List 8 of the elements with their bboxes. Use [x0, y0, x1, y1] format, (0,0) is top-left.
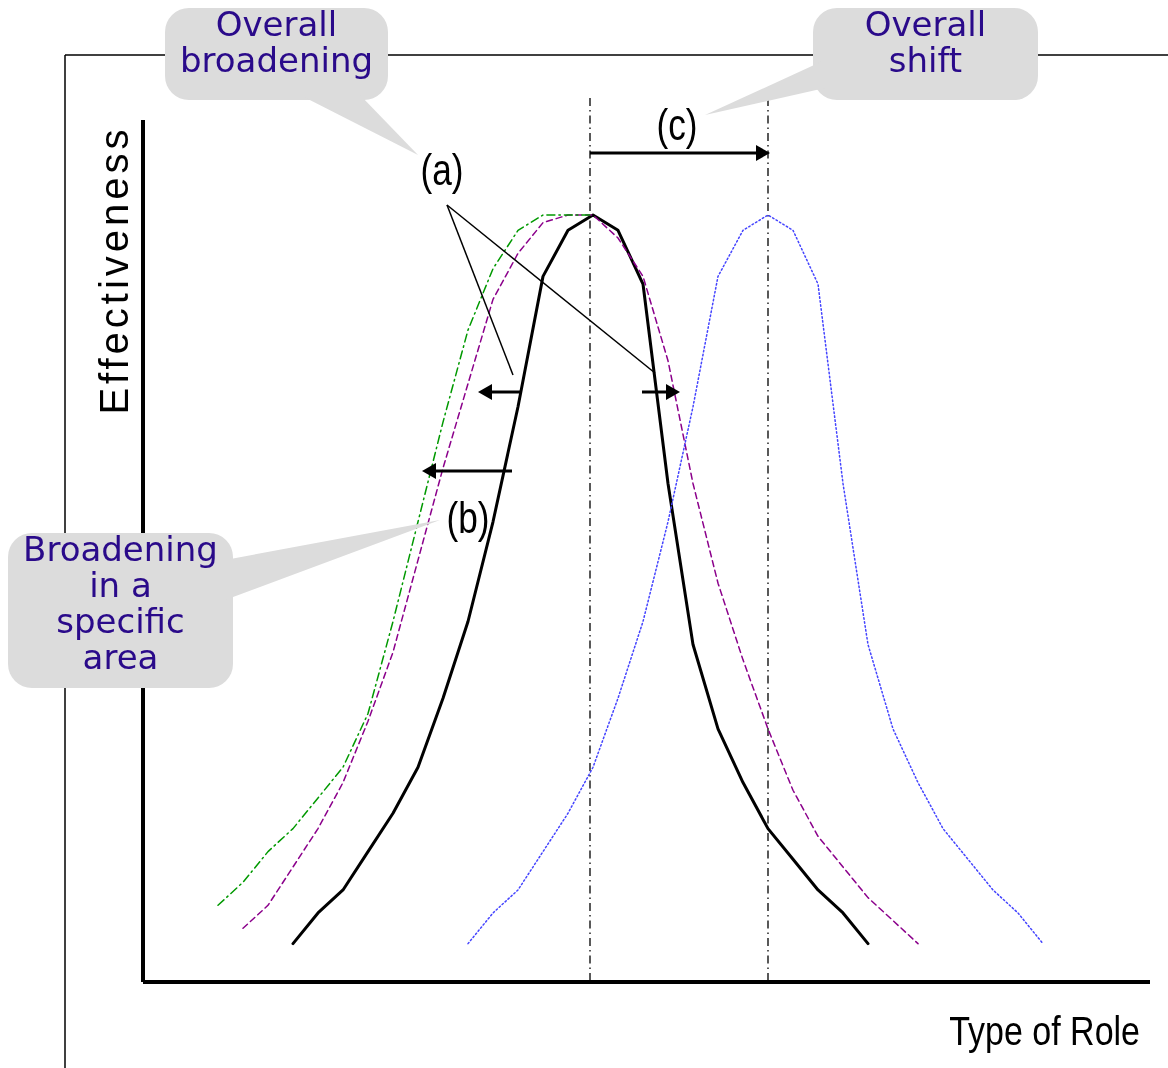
x-axis-title: Type of Role: [949, 1008, 1140, 1054]
text: Overall shift: [864, 4, 987, 80]
annotation: (b): [446, 493, 490, 542]
text: Overall broadening: [179, 4, 374, 80]
y-axis-title: Effectiveness: [92, 125, 136, 415]
text: (c): [656, 100, 698, 149]
text: (a): [420, 145, 464, 194]
annotation: Broadening in a specific area: [23, 529, 218, 677]
